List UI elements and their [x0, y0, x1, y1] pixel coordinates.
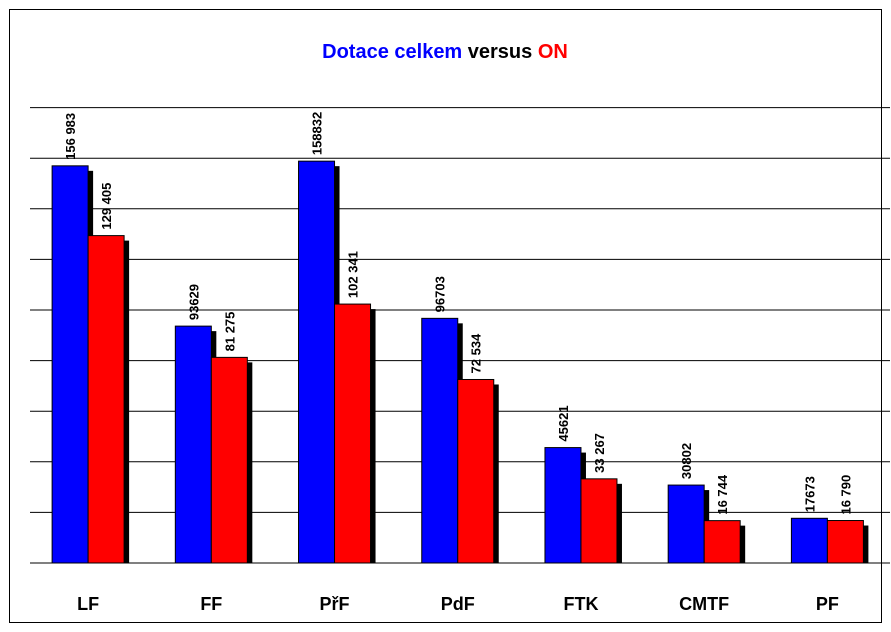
bar — [544, 447, 582, 564]
value-label: 45621 — [556, 405, 571, 441]
value-label: 72 534 — [469, 333, 484, 374]
bar — [826, 520, 864, 564]
bar — [580, 478, 618, 564]
x-tick-label: PF — [816, 594, 839, 614]
x-tick-label: CMTF — [679, 594, 729, 614]
value-label: 16 790 — [838, 475, 853, 515]
x-tick-label: PdF — [441, 594, 475, 614]
bar — [457, 378, 495, 564]
value-label: 30802 — [679, 443, 694, 479]
value-label: 81 275 — [222, 312, 237, 352]
title-part: ON — [538, 41, 568, 63]
value-label: 129 405 — [99, 183, 114, 230]
bar — [667, 484, 705, 564]
bar — [51, 165, 89, 564]
value-label: 17673 — [802, 476, 817, 512]
value-label: 33 267 — [592, 433, 607, 473]
bar — [790, 517, 828, 564]
value-label: 158832 — [310, 112, 325, 155]
bar — [87, 235, 125, 564]
value-label: 96703 — [433, 276, 448, 312]
bar — [334, 303, 372, 564]
x-tick-label: LF — [77, 594, 99, 614]
x-tick-label: PřF — [320, 594, 350, 614]
bar — [421, 317, 459, 564]
bar — [703, 520, 741, 564]
chart-title: Dotace celkem versus ON — [322, 41, 568, 63]
x-tick-label: FF — [200, 594, 222, 614]
title-part: Dotace celkem — [322, 41, 462, 63]
title-part: versus — [468, 41, 533, 63]
value-label: 16 744 — [715, 474, 730, 515]
value-label: 102 341 — [346, 251, 361, 298]
value-label: 156 983 — [63, 113, 78, 160]
x-tick-label: FTK — [563, 594, 598, 614]
value-label: 93629 — [186, 284, 201, 320]
bar — [298, 160, 336, 564]
bar — [174, 325, 212, 564]
bar — [210, 356, 248, 564]
